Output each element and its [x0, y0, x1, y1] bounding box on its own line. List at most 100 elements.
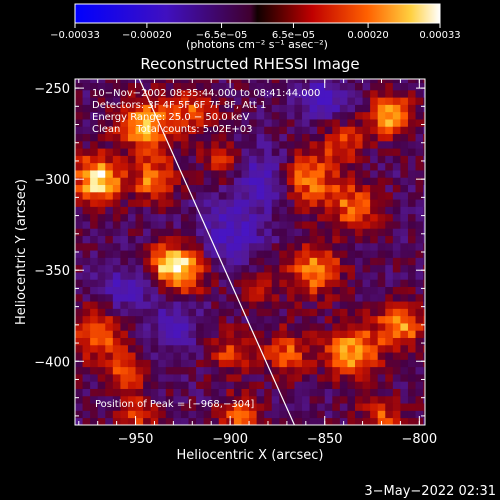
heatmap-cell [407, 388, 416, 397]
heatmap-cell [302, 119, 310, 127]
heatmap-cell [90, 279, 99, 287]
heatmap-cell [105, 395, 114, 404]
heatmap-cell [324, 82, 333, 91]
heatmap-cell [355, 126, 363, 135]
heatmap-cell [385, 344, 394, 353]
heatmap-cell [332, 286, 341, 295]
heatmap-cell [286, 272, 295, 280]
heatmap-cell [97, 184, 106, 193]
heatmap-cell [173, 323, 182, 331]
heatmap-cell [203, 410, 212, 419]
heatmap-cell [339, 235, 348, 244]
heatmap-cell [377, 228, 386, 237]
heatmap-cell [339, 148, 348, 156]
heatmap-cell [165, 403, 174, 411]
heatmap-cell [415, 111, 424, 120]
heatmap-cell [392, 119, 401, 127]
heatmap-cell [165, 410, 174, 419]
heatmap-cell [377, 82, 386, 91]
heatmap-cell [233, 257, 242, 266]
heatmap-cell [377, 119, 386, 127]
heatmap-cell [90, 184, 99, 193]
heatmap-cell [173, 264, 182, 273]
colorbar-tick-label: −6.5e−05 [196, 30, 248, 41]
heatmap-cell [135, 272, 144, 280]
heatmap-cell [317, 155, 326, 164]
heatmap-cell [233, 315, 242, 324]
heatmap-cell [264, 111, 273, 120]
heatmap-cell [218, 366, 227, 375]
heatmap-cell [302, 228, 310, 237]
heatmap-cell [120, 97, 129, 105]
heatmap-cell [82, 206, 91, 215]
heatmap-cell [143, 366, 152, 375]
heatmap-cell [309, 337, 318, 346]
heatmap-cell [158, 177, 167, 186]
heatmap-cell [90, 374, 99, 382]
heatmap-cell [370, 221, 379, 229]
heatmap-cell [105, 272, 114, 280]
heatmap-cell [112, 337, 121, 346]
heatmap-cell [392, 206, 401, 215]
heatmap-cell [82, 97, 91, 105]
heatmap-cell [362, 213, 371, 222]
heatmap-cell [143, 148, 152, 156]
heatmap-cell [97, 250, 106, 258]
heatmap-cell [173, 228, 182, 237]
y-tick-label: −250 [34, 82, 70, 97]
heatmap-cell [165, 366, 174, 375]
heatmap-cell [271, 286, 280, 295]
heatmap-cell [347, 359, 356, 368]
heatmap-cell [249, 199, 258, 207]
heatmap-cell [302, 286, 310, 295]
heatmap-cell [377, 242, 386, 251]
heatmap-cell [165, 301, 174, 309]
heatmap-cell [82, 119, 91, 127]
heatmap-cell [241, 221, 250, 229]
heatmap-cell [286, 213, 295, 222]
heatmap-cell [158, 381, 167, 389]
heatmap-cell [135, 213, 144, 222]
heatmap-cell [400, 184, 409, 193]
heatmap-cell [90, 417, 99, 425]
heatmap-cell [188, 170, 197, 178]
heatmap-cell [82, 337, 91, 346]
heatmap-cell [120, 279, 129, 287]
heatmap-cell [188, 337, 197, 346]
heatmap-cell [218, 374, 227, 382]
heatmap-cell [203, 162, 212, 171]
heatmap-cell [90, 126, 99, 135]
heatmap-cell [339, 191, 348, 200]
heatmap-cell [271, 162, 280, 171]
heatmap-cell [423, 133, 425, 142]
heatmap-cell [165, 264, 174, 273]
heatmap-cell [339, 82, 348, 91]
heatmap-cell [347, 366, 356, 375]
heatmap-cell [392, 133, 401, 142]
heatmap-cell [180, 352, 189, 360]
heatmap-cell [143, 82, 152, 91]
heatmap-cell [211, 381, 220, 389]
heatmap-cell [90, 301, 99, 309]
heatmap-cell [271, 381, 280, 389]
heatmap-cell [271, 403, 280, 411]
heatmap-cell [105, 417, 114, 425]
heatmap-cell [143, 206, 152, 215]
heatmap-cell [294, 337, 303, 346]
heatmap-cell [105, 359, 114, 368]
heatmap-cell [90, 177, 99, 186]
heatmap-cell [188, 221, 197, 229]
heatmap-cell [112, 410, 121, 419]
heatmap-cell [97, 330, 106, 338]
heatmap-cell [355, 97, 363, 105]
heatmap-cell [165, 286, 174, 295]
heatmap-cell [150, 279, 159, 287]
heatmap-cell [226, 111, 235, 120]
heatmap-cell [362, 242, 371, 251]
heatmap-cell [385, 272, 394, 280]
heatmap-cell [241, 199, 250, 207]
heatmap-cell [294, 330, 303, 338]
heatmap-cell [339, 257, 348, 266]
heatmap-cell [286, 111, 295, 120]
heatmap-cell [286, 330, 295, 338]
